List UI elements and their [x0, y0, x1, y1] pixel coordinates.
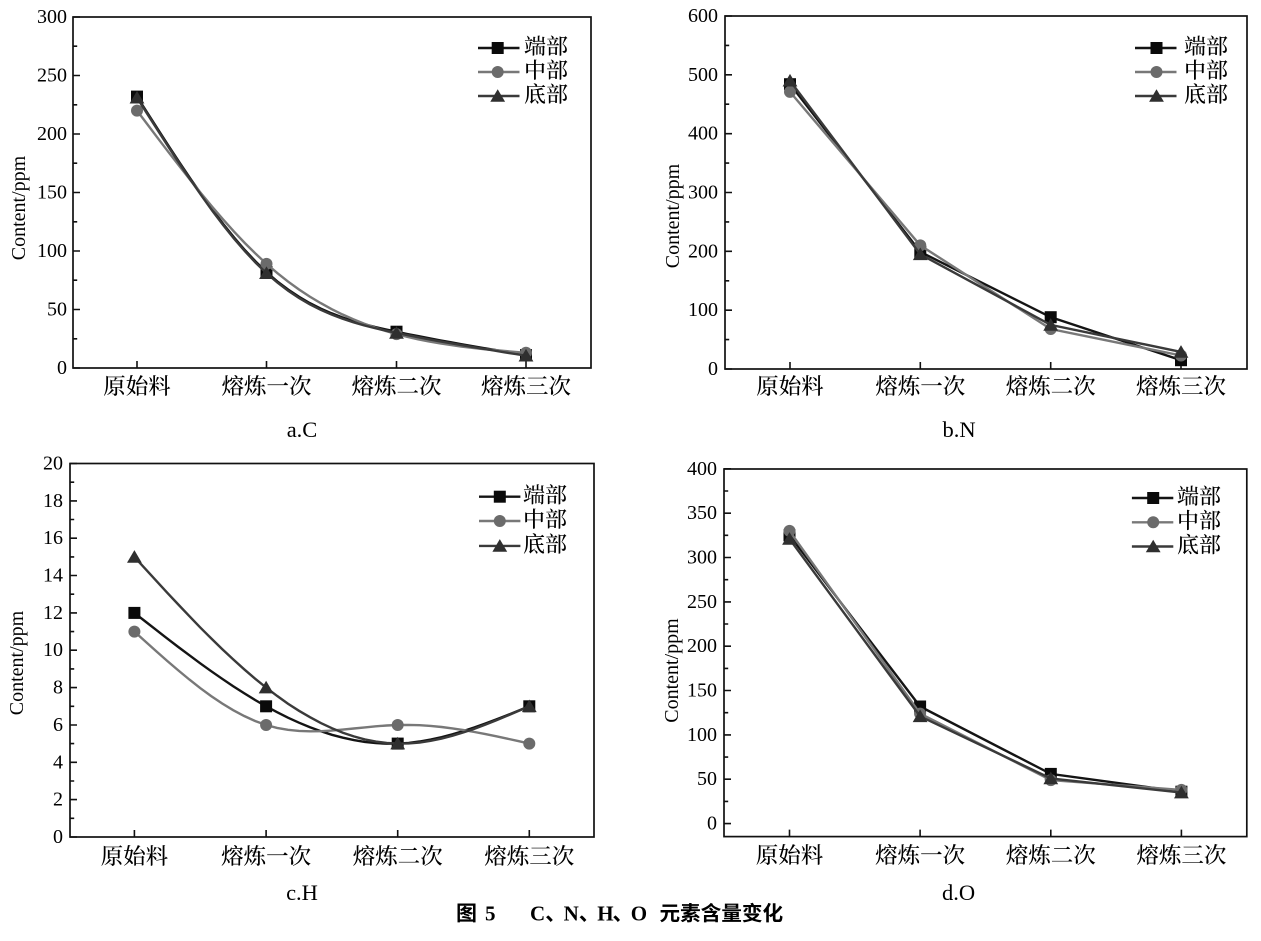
svg-text:0: 0: [707, 813, 717, 835]
svg-text:150: 150: [37, 182, 67, 204]
svg-text:18: 18: [43, 490, 63, 512]
svg-text:50: 50: [47, 299, 67, 321]
svg-text:0: 0: [708, 358, 718, 380]
svg-text:N: N: [564, 902, 579, 926]
svg-text:5: 5: [485, 902, 496, 926]
svg-text:Content/ppm: Content/ppm: [6, 610, 28, 715]
svg-text:6: 6: [53, 714, 63, 736]
svg-text:0: 0: [57, 357, 67, 379]
svg-text:100: 100: [37, 240, 67, 262]
svg-text:300: 300: [688, 182, 718, 204]
svg-text:300: 300: [687, 547, 717, 569]
svg-text:2: 2: [53, 789, 63, 811]
svg-text:4: 4: [53, 751, 63, 773]
svg-text:O: O: [631, 902, 647, 926]
svg-text:H: H: [597, 902, 613, 926]
svg-text:Content/ppm: Content/ppm: [661, 618, 683, 723]
svg-text:d.O: d.O: [942, 880, 975, 905]
svg-text:0: 0: [53, 826, 63, 848]
svg-text:200: 200: [37, 123, 67, 145]
svg-text:Content/ppm: Content/ppm: [662, 163, 684, 268]
svg-text:14: 14: [43, 565, 63, 587]
svg-text:8: 8: [53, 677, 63, 699]
svg-text:10: 10: [43, 639, 63, 661]
svg-text:100: 100: [688, 299, 718, 321]
svg-text:250: 250: [687, 591, 717, 613]
svg-text:C: C: [530, 902, 545, 926]
svg-text:300: 300: [37, 6, 67, 28]
svg-text:16: 16: [43, 527, 63, 549]
svg-text:100: 100: [687, 724, 717, 746]
svg-text:350: 350: [687, 502, 717, 524]
svg-text:Content/ppm: Content/ppm: [8, 155, 30, 260]
svg-text:200: 200: [688, 240, 718, 262]
svg-text:400: 400: [688, 123, 718, 145]
svg-text:20: 20: [43, 453, 63, 475]
svg-text:500: 500: [688, 64, 718, 86]
svg-text:400: 400: [687, 458, 717, 480]
svg-text:250: 250: [37, 65, 67, 87]
svg-text:50: 50: [697, 768, 717, 790]
svg-text:c.H: c.H: [286, 880, 318, 905]
svg-text:b.N: b.N: [942, 417, 975, 442]
svg-text:12: 12: [43, 602, 63, 624]
svg-text:600: 600: [688, 5, 718, 27]
svg-text:200: 200: [687, 635, 717, 657]
svg-text:150: 150: [687, 680, 717, 702]
svg-text:a.C: a.C: [287, 417, 318, 442]
